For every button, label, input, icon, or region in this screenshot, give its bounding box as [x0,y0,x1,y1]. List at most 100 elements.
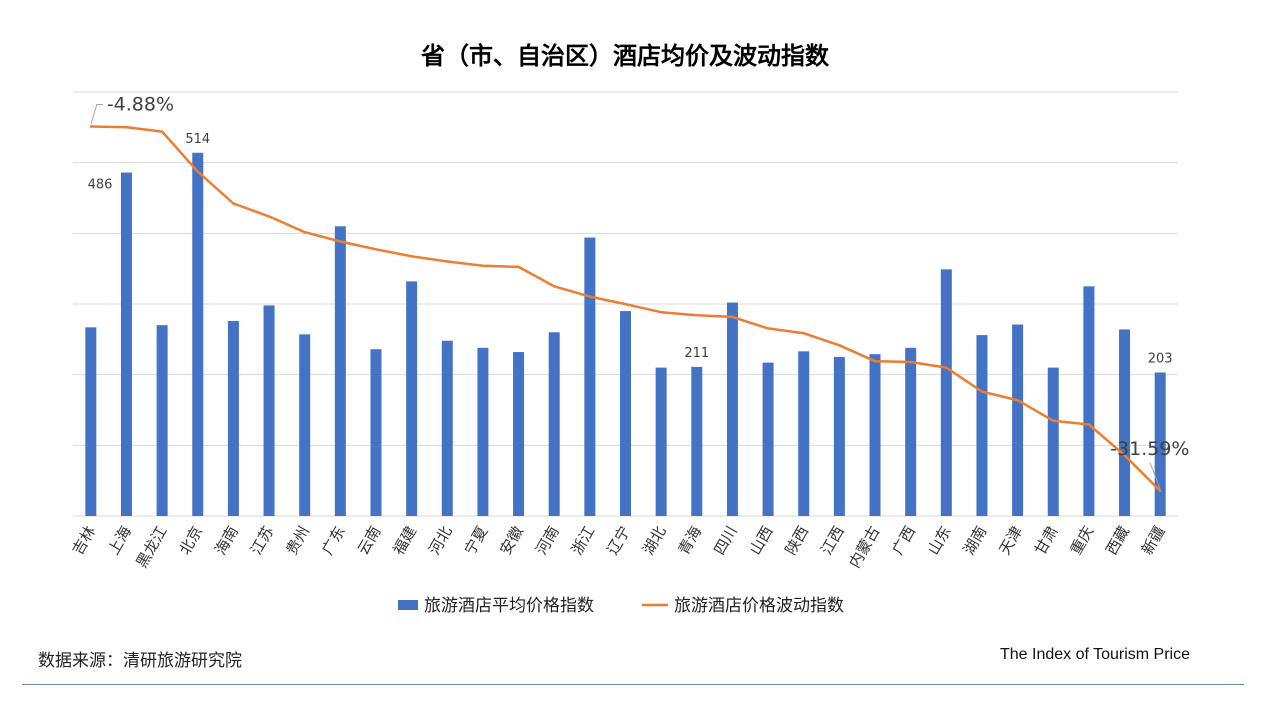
line-point-黑龙江 [160,130,164,133]
line-point-吉林 [89,125,93,128]
x-tick-宁夏: 宁夏 [461,523,492,558]
x-tick-北京: 北京 [176,523,207,558]
bar-广东 [334,226,346,516]
line-point-四川 [731,315,734,319]
bar-山东 [940,269,952,516]
bar-河南 [548,332,560,516]
footer-brand: The Index of Tourism Price [999,646,1190,663]
bar-吉林 [85,327,97,516]
bar-label-新疆: 203 [1148,352,1173,367]
bar-四川 [726,302,738,516]
footer-divider [22,684,1244,685]
line-point-海南 [232,202,235,205]
leader-line-first [90,103,103,125]
line-point-内蒙古 [873,360,877,363]
bar-河北 [441,340,453,516]
legend-label-line: 旅游酒店价格波动指数 [674,596,844,616]
x-tick-内蒙古: 内蒙古 [845,523,883,571]
line-point-重庆 [1087,423,1091,426]
line-point-西藏 [1123,454,1126,457]
line-point-安徽 [517,265,520,269]
bar-广西 [905,347,917,516]
line-point-上海 [125,125,128,129]
line-point-天津 [1016,399,1019,402]
line-label-first: -4.88% [107,93,174,115]
legend: 旅游酒店平均价格指数 旅游酒店价格波动指数 [398,596,844,616]
x-tick-河南: 河南 [532,523,563,558]
line-point-甘肃 [1052,419,1055,422]
chart-title: 省（市、自治区）酒店均价及波动指数 [421,42,829,70]
bar-label-青海: 211 [684,346,709,361]
x-tick-甘肃: 甘肃 [1031,523,1062,558]
x-tick-辽宁: 辽宁 [603,523,634,558]
line-label-last: -31.59% [1110,438,1189,460]
line-point-青海 [695,314,698,317]
line-point-云南 [374,248,378,251]
line-point-湖南 [980,390,984,393]
line-point-山东 [945,366,948,369]
x-tick-四川: 四川 [710,523,741,558]
bar-山西 [762,362,774,516]
bar-重庆 [1083,286,1095,516]
x-tick-贵州: 贵州 [283,523,314,558]
line-point-湖北 [659,310,663,314]
line-point-浙江 [588,295,592,298]
x-tick-河北: 河北 [425,523,456,558]
bar-label-上海: 486 [88,178,113,193]
bar-甘肃 [1047,367,1059,516]
line-point-北京 [196,170,199,173]
bar-湖南 [976,335,988,516]
line-point-广西 [909,360,912,364]
x-tick-陕西: 陕西 [782,523,813,558]
x-tick-广西: 广西 [889,523,920,558]
bar-西藏 [1119,329,1131,516]
line-point-河南 [553,285,556,288]
bar-福建 [406,281,418,516]
bar-江苏 [263,305,275,516]
bar-label-北京: 514 [185,132,210,147]
source-note: 数据来源：清研旅游研究院 [38,651,242,671]
x-tick-天津: 天津 [995,523,1026,558]
bar-湖北 [655,367,667,516]
line-point-新疆 [1158,489,1162,493]
legend-swatch-bar [398,600,418,610]
x-axis-ticks: 吉林 上海黑龙江 北京 海南 江苏 贵州 广东 云南 福建 河北 宁夏 安徽 河南 浙江 辽宁 湖北 青海 四川山… [69,523,1169,571]
x-tick-湖北: 湖北 [639,523,670,558]
bar-黑龙江 [156,325,168,516]
x-tick-吉林: 吉林 [69,523,100,558]
bar-series [85,152,1166,517]
bar-天津 [1012,324,1024,516]
x-tick-云南: 云南 [354,523,385,558]
line-point-宁夏 [481,264,485,267]
x-tick-浙江: 浙江 [568,523,599,558]
x-tick-广东: 广东 [318,523,349,558]
bar-海南 [227,320,239,516]
line-point-陕西 [802,331,805,335]
bar-陕西 [798,351,810,516]
x-tick-黑龙江: 黑龙江 [132,523,170,571]
bar-青海 [691,366,703,516]
line-point-福建 [410,255,413,258]
x-tick-山西: 山西 [746,523,777,558]
bar-浙江 [584,237,596,516]
line-point-贵州 [303,230,306,234]
line-point-辽宁 [624,302,627,306]
bar-新疆 [1154,372,1166,516]
bar-内蒙古 [869,354,881,516]
bar-安徽 [513,352,525,516]
bar-辽宁 [620,311,631,516]
line-point-山西 [766,327,770,330]
x-tick-重庆: 重庆 [1067,523,1098,558]
x-tick-湖南: 湖南 [960,523,991,558]
line-point-江西 [838,344,841,347]
leader-line-last [1149,462,1161,490]
bar-云南 [370,349,382,516]
x-tick-江西: 江西 [817,523,848,558]
line-point-广东 [339,240,342,243]
x-tick-青海: 青海 [675,523,706,558]
bar-江西 [833,357,845,516]
bar-北京 [192,152,204,517]
line-point-江苏 [267,215,271,218]
data-labels: 486 514 211 203 -4.88% -31.59% [88,93,1189,490]
